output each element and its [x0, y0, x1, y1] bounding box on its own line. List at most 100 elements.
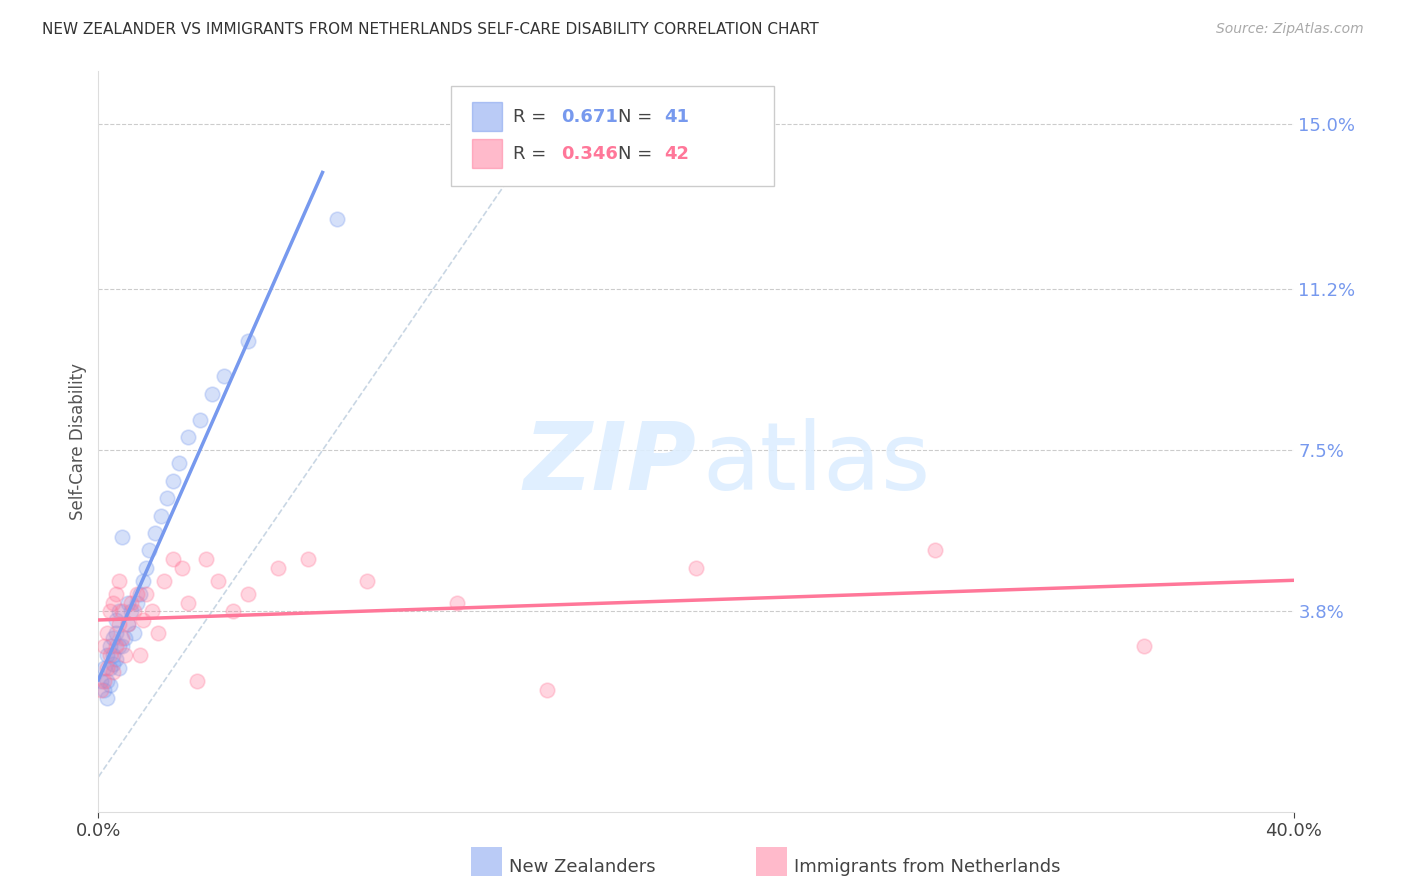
Point	[96, 626, 118, 640]
Point	[326, 212, 349, 227]
Point	[93, 682, 115, 697]
Point	[297, 552, 319, 566]
Point	[135, 561, 157, 575]
Point	[96, 661, 118, 675]
Point	[105, 652, 128, 666]
Point	[108, 604, 131, 618]
Point	[108, 639, 131, 653]
Point	[167, 456, 190, 470]
Point	[195, 552, 218, 566]
Point	[129, 587, 152, 601]
Bar	[472, 103, 502, 130]
Point	[93, 661, 115, 675]
Point	[162, 474, 184, 488]
Point	[108, 617, 131, 632]
Point	[141, 604, 163, 618]
Point	[536, 682, 558, 697]
Point	[127, 587, 149, 601]
Text: 41: 41	[664, 108, 689, 126]
Point	[117, 596, 139, 610]
Point	[212, 369, 235, 384]
Text: N =: N =	[619, 108, 658, 126]
Point	[103, 648, 125, 662]
Point	[162, 552, 184, 566]
Text: R =: R =	[513, 108, 553, 126]
Point	[132, 613, 155, 627]
Point	[172, 561, 194, 575]
Point	[105, 639, 128, 653]
Point	[105, 613, 128, 627]
Point	[117, 617, 139, 632]
Y-axis label: Self-Care Disability: Self-Care Disability	[69, 363, 87, 520]
Point	[135, 587, 157, 601]
Point	[100, 678, 122, 692]
Point	[117, 617, 139, 632]
Point	[148, 626, 170, 640]
Point	[127, 596, 149, 610]
Point	[685, 561, 707, 575]
Point	[100, 604, 122, 618]
Point	[103, 665, 125, 680]
Point	[124, 604, 146, 618]
Text: Source: ZipAtlas.com: Source: ZipAtlas.com	[1216, 22, 1364, 37]
Point	[267, 561, 290, 575]
Text: 0.346: 0.346	[561, 145, 617, 162]
Text: N =: N =	[619, 145, 658, 162]
Point	[100, 648, 122, 662]
Point	[103, 631, 125, 645]
Point	[150, 508, 173, 523]
Point	[120, 604, 142, 618]
FancyBboxPatch shape	[451, 87, 773, 186]
Text: atlas: atlas	[702, 417, 931, 509]
Point	[103, 657, 125, 671]
Text: Immigrants from Netherlands: Immigrants from Netherlands	[794, 858, 1062, 876]
Point	[177, 596, 200, 610]
Point	[111, 631, 134, 645]
Point	[186, 674, 208, 689]
Point	[188, 413, 211, 427]
Point	[222, 604, 245, 618]
Point	[114, 631, 136, 645]
Point	[111, 530, 134, 544]
Point	[1133, 639, 1156, 653]
Point	[236, 587, 259, 601]
Point	[96, 691, 118, 706]
Point	[90, 674, 112, 689]
Point	[236, 334, 259, 349]
Point	[100, 639, 122, 653]
Point	[93, 674, 115, 689]
Point	[132, 574, 155, 588]
Point	[105, 587, 128, 601]
Point	[924, 543, 946, 558]
Point	[111, 604, 134, 618]
Point	[96, 674, 118, 689]
Point	[446, 596, 468, 610]
Text: New Zealanders: New Zealanders	[509, 858, 655, 876]
Point	[108, 574, 131, 588]
Point	[105, 626, 128, 640]
Text: 42: 42	[664, 145, 689, 162]
Point	[90, 682, 112, 697]
Text: 0.671: 0.671	[561, 108, 617, 126]
Point	[138, 543, 160, 558]
Point	[111, 639, 134, 653]
Point	[156, 491, 179, 505]
Point	[153, 574, 176, 588]
Point	[93, 639, 115, 653]
Point	[124, 626, 146, 640]
Point	[177, 430, 200, 444]
Text: ZIP: ZIP	[523, 417, 696, 509]
Point	[201, 386, 224, 401]
Point	[103, 596, 125, 610]
Text: NEW ZEALANDER VS IMMIGRANTS FROM NETHERLANDS SELF-CARE DISABILITY CORRELATION CH: NEW ZEALANDER VS IMMIGRANTS FROM NETHERL…	[42, 22, 818, 37]
Bar	[472, 139, 502, 168]
Point	[129, 648, 152, 662]
Point	[207, 574, 229, 588]
Point	[100, 661, 122, 675]
Point	[108, 661, 131, 675]
Point	[96, 648, 118, 662]
Point	[114, 648, 136, 662]
Point	[143, 526, 166, 541]
Point	[356, 574, 378, 588]
Point	[120, 596, 142, 610]
